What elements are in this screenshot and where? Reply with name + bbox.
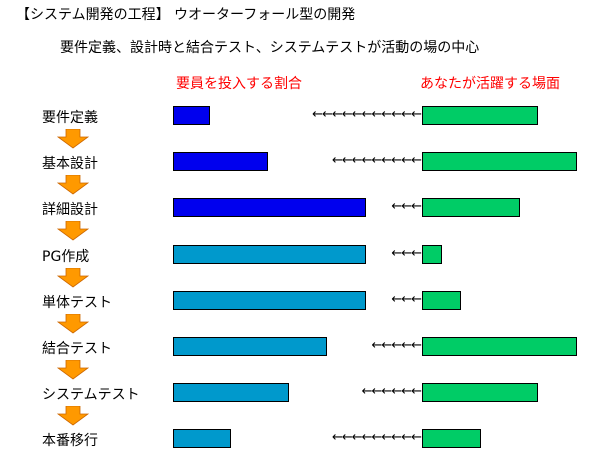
your-role-bar [422,106,538,125]
flow-arrows: ←←←←←←←←← [331,153,422,169]
down-arrow-icon [57,406,89,426]
down-arrow-icon [57,313,89,334]
phase-label: システムテスト [42,387,140,404]
phase-label: 単体テスト [42,294,112,311]
down-arrow-icon [57,129,89,149]
flow-arrows: ←←← [391,291,422,307]
staff-allocation-bar [173,244,366,264]
down-arrow-icon [57,267,89,288]
your-role-bar [422,290,461,310]
flow-arrows: ←←← [391,245,422,261]
down-arrow-icon [57,221,89,241]
flow-arrows: ←←←←←←←←← [331,430,422,446]
down-arrow-icon [57,360,89,380]
legend-your-role: あなたが活躍する場面 [420,76,560,92]
your-role-bar [422,244,442,264]
staff-allocation-bar [173,198,366,218]
phase-label: 基本設計 [42,156,98,173]
phase-label: 結合テスト [42,341,112,357]
staff-allocation-bar [173,106,210,125]
legend-staff-allocation: 要員を投入する割合 [176,76,302,92]
staff-allocation-bar [173,429,231,449]
your-role-bar [422,337,577,356]
phase-label: 詳細設計 [42,202,98,219]
down-arrow-icon [57,175,89,195]
staff-allocation-bar [173,337,327,356]
diagram-title: 【システム開発の工程】 ウオーターフォール型の開発 [16,7,356,23]
phase-label: PG作成 [42,248,90,265]
staff-allocation-bar [173,152,268,172]
diagram-subtitle: 要件定義、設計時と結合テスト、システムテストが活動の場の中心 [60,40,480,56]
staff-allocation-bar [173,383,289,403]
flow-arrows: ←←←←←←←←←←← [312,107,422,122]
flow-arrows: ←←← [391,199,422,215]
flow-arrows: ←←←←← [371,338,422,353]
your-role-bar [422,198,520,218]
your-role-bar [422,429,481,449]
staff-allocation-bar [173,290,366,310]
phase-label: 要件定義 [42,110,98,126]
your-role-bar [422,383,538,403]
phase-label: 本番移行 [42,433,98,450]
flow-arrows: ←←←←←← [361,384,422,400]
your-role-bar [422,152,577,172]
